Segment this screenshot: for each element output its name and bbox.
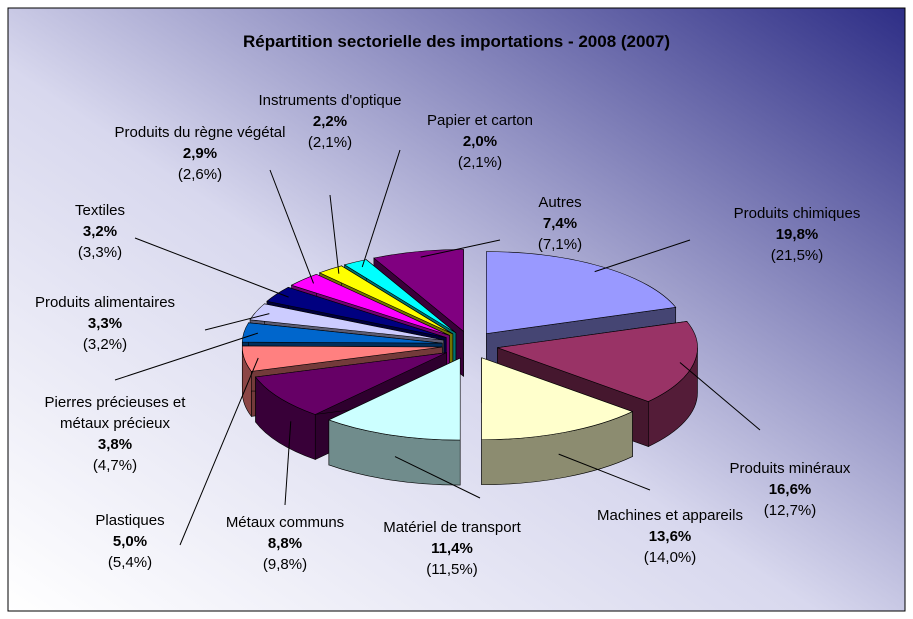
value-label: 19,8%: [775, 226, 819, 243]
category-label: Textiles: [74, 202, 126, 219]
data-label: Métaux communs 8,8% (9,8%): [190, 512, 380, 575]
leader-line: [204, 313, 270, 331]
leader-line: [558, 453, 651, 491]
leader-line: [134, 237, 289, 298]
previous-value-label: (21,5%): [770, 247, 824, 264]
value-label: 5,0%: [112, 533, 148, 550]
previous-value-label: (7,1%): [537, 236, 583, 253]
slice-top: [373, 249, 464, 333]
category-label: Papier et carton: [427, 112, 533, 129]
value-label: 7,4%: [542, 215, 578, 232]
category-label: Autres: [538, 194, 582, 211]
slice: [481, 357, 634, 486]
leader-line: [269, 169, 315, 284]
value-label: 3,8%: [97, 436, 133, 453]
previous-value-label: (3,2%): [82, 336, 128, 353]
value-label: 3,2%: [82, 223, 118, 240]
data-label: Textiles 3,2% (3,3%): [5, 200, 195, 263]
category-label: Produits alimentaires: [34, 294, 176, 311]
leader-line: [361, 149, 401, 268]
previous-value-label: (4,7%): [92, 457, 138, 474]
value-label: 3,3%: [87, 315, 123, 332]
slice-top: [486, 251, 677, 334]
leader-line: [594, 239, 691, 273]
data-label: Plastiques 5,0% (5,4%): [35, 510, 225, 573]
category-label: Plastiques: [95, 512, 165, 529]
category-label: Pierres précieuses et métaux précieux: [44, 394, 186, 432]
previous-value-label: (11,5%): [426, 561, 478, 578]
leader-line: [420, 239, 501, 258]
category-label: Machines et appareils: [597, 507, 743, 524]
value-label: 2,9%: [182, 145, 218, 162]
data-label: Matériel de transport 11,4% (11,5%): [357, 517, 547, 580]
category-label: Produits chimiques: [733, 205, 861, 222]
previous-value-label: (5,4%): [107, 554, 153, 571]
slice: [328, 357, 461, 486]
slice-top: [343, 259, 457, 334]
value-label: 8,8%: [267, 535, 303, 552]
category-label: Produits minéraux: [729, 460, 851, 477]
slice-top: [481, 357, 634, 441]
slice-top: [255, 352, 447, 415]
data-label: Produits alimentaires 3,3% (3,2%): [10, 292, 200, 355]
slice-top: [242, 345, 443, 372]
previous-value-label: (2,6%): [177, 166, 223, 183]
value-label: 16,6%: [768, 481, 812, 498]
leader-line: [329, 194, 340, 274]
chart-title: Répartition sectorielle des importations…: [242, 32, 671, 51]
slice-top: [328, 357, 461, 441]
leader-line: [679, 362, 761, 431]
previous-value-label: (3,3%): [77, 244, 123, 261]
slice-top: [290, 273, 450, 336]
slice-top: [266, 286, 447, 338]
data-label: Produits du règne végétal 2,9% (2,6%): [105, 122, 295, 185]
previous-value-label: (14,0%): [643, 549, 697, 566]
data-label: Pierres précieuses et métaux précieux 3,8…: [20, 392, 210, 476]
data-label: Papier et carton 2,0% (2,1%): [385, 110, 575, 173]
previous-value-label: (2,1%): [457, 154, 503, 171]
category-label: Matériel de transport: [383, 519, 521, 536]
data-label: Produits chimiques 19,8% (21,5%): [702, 203, 892, 266]
value-label: 11,4%: [431, 540, 473, 557]
slice-top: [241, 322, 443, 344]
leader-line: [284, 421, 292, 506]
data-label: Machines et appareils 13,6% (14,0%): [575, 505, 765, 568]
leader-line: [114, 332, 259, 381]
data-label: Autres 7,4% (7,1%): [465, 192, 655, 255]
category-label: Produits du règne végétal: [114, 124, 286, 141]
value-label: 2,0%: [462, 133, 498, 150]
previous-value-label: (2,1%): [307, 134, 353, 151]
leader-line: [394, 456, 481, 499]
data-label: Produits minéraux 16,6% (12,7%): [695, 458, 885, 521]
previous-value-label: (12,7%): [763, 502, 817, 519]
slice-top: [249, 303, 444, 341]
value-label: 2,2%: [312, 113, 348, 130]
data-label: Instruments d'optique 2,2% (2,1%): [235, 90, 425, 153]
category-label: Instruments d'optique: [258, 92, 402, 109]
slice-top: [497, 321, 698, 402]
slice-top: [318, 265, 453, 335]
previous-value-label: (9,8%): [262, 556, 308, 573]
leader-line: [179, 357, 259, 546]
value-label: 13,6%: [648, 528, 692, 545]
category-label: Métaux communs: [225, 514, 345, 531]
